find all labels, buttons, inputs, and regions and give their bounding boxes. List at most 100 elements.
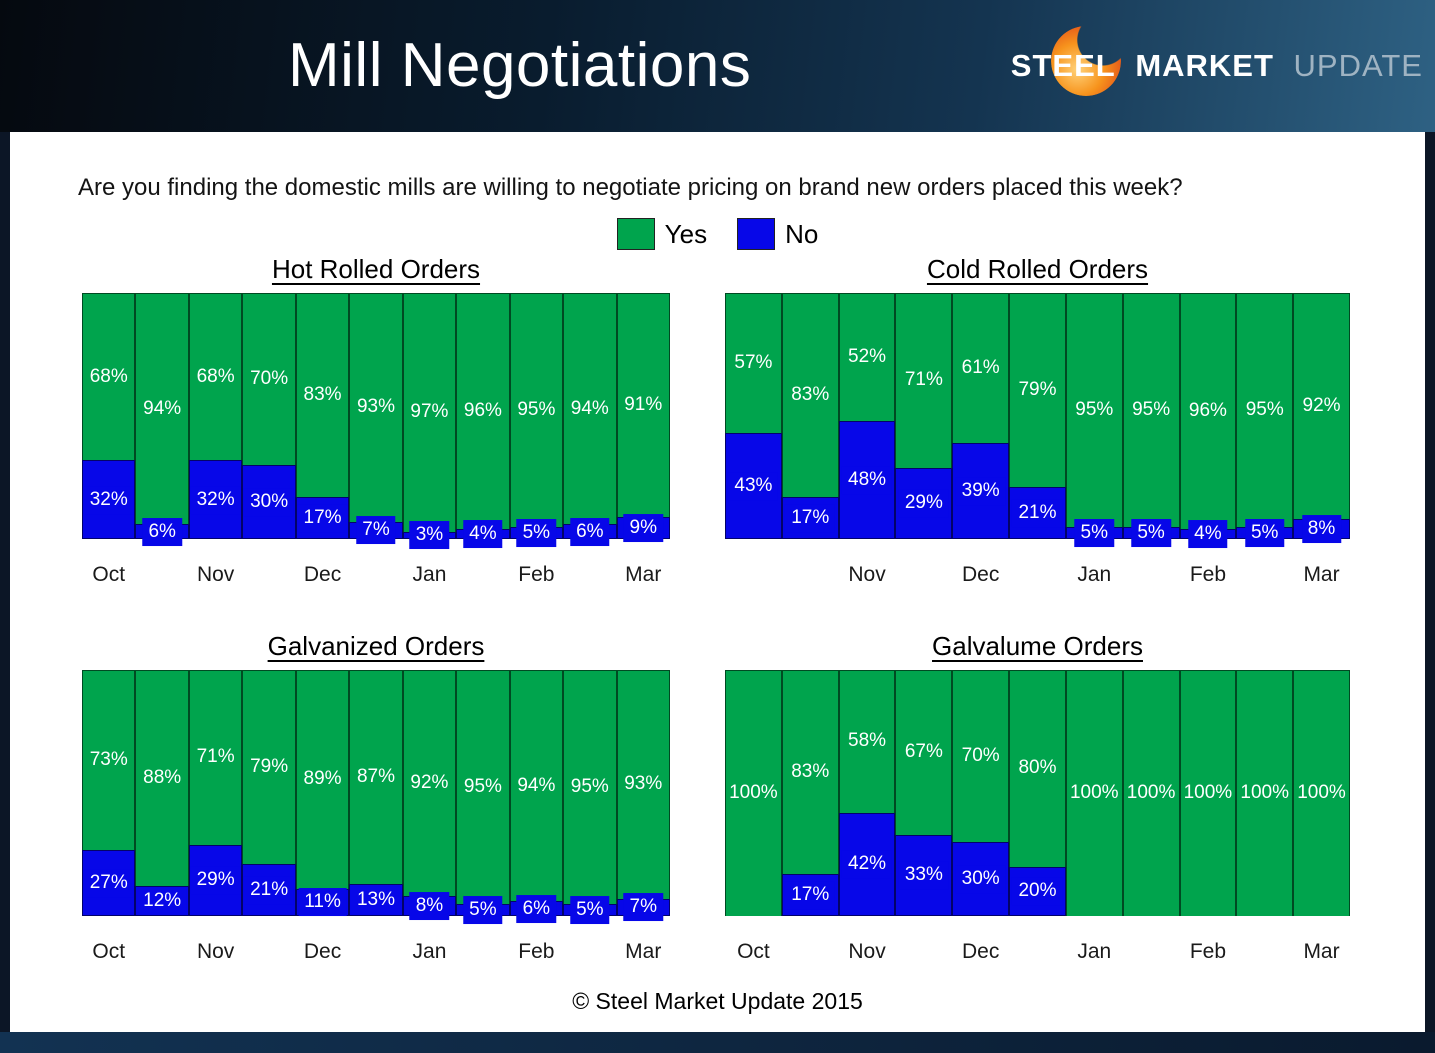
bar: 83% 17% xyxy=(781,293,839,539)
x-tick-label: Mar xyxy=(625,563,662,586)
x-tick-label xyxy=(1123,563,1180,589)
plot-area: 68% 32% 94% 6% 68% 32% 70% 30% 83% 17% 93% 7% 97% 3% 9… xyxy=(82,293,670,550)
x-tick-label xyxy=(563,563,616,589)
segment-yes xyxy=(616,670,670,899)
no-value-label: 5% xyxy=(570,895,610,924)
x-tick-label xyxy=(1123,940,1180,966)
yes-value-label: 100% xyxy=(1297,782,1346,804)
segment-yes xyxy=(402,670,457,897)
x-tick-label xyxy=(1009,940,1066,966)
bar: 93% 7% xyxy=(349,293,403,545)
no-value-label: 9% xyxy=(623,513,663,542)
x-axis-labels: Oct Nov Dec Jan Feb Mar xyxy=(82,940,670,966)
x-axis-labels: Oct Nov Dec Jan Feb Mar xyxy=(725,940,1350,966)
plot-area: 73% 27% 88% 12% 71% 29% 79% 21% 89% 11% 87% 13% 92% 8… xyxy=(82,670,670,924)
no-value-label: 21% xyxy=(1012,499,1063,528)
yes-value-label: 96% xyxy=(463,400,502,422)
yes-value-label: 97% xyxy=(410,401,449,423)
bar: 100% xyxy=(1179,670,1237,916)
bar: 91% 9% xyxy=(616,293,670,542)
no-value-label: 17% xyxy=(785,504,836,533)
no-value-label: 4% xyxy=(463,520,503,549)
no-value-label: 5% xyxy=(463,895,503,924)
yes-value-label: 68% xyxy=(89,365,128,387)
segment-yes xyxy=(1236,293,1294,527)
segment-yes xyxy=(563,293,617,525)
yes-value-label: 71% xyxy=(904,369,943,391)
bar: 100% xyxy=(1065,670,1123,916)
bar: 95% 5% xyxy=(509,293,564,547)
x-tick-label: Nov xyxy=(196,563,235,586)
yes-value-label: 88% xyxy=(143,767,182,789)
bar: 52% 48% xyxy=(838,293,896,539)
smu-logo: STEEL MARKET UPDATE xyxy=(1011,0,1423,132)
x-tick-label xyxy=(1236,940,1293,966)
plot-area: 57% 43% 83% 17% 52% 48% 71% 29% 61% 39% 79% 21% 95% 5… xyxy=(725,293,1350,549)
yes-value-label: 57% xyxy=(734,352,773,374)
bar: 73% 27% xyxy=(82,670,136,916)
x-axis-labels: Nov Dec Jan Feb Mar xyxy=(725,563,1350,589)
x-tick-label: Oct xyxy=(737,940,770,963)
yes-value-label: 87% xyxy=(356,766,395,788)
segment-yes xyxy=(952,293,1010,444)
no-value-label: 5% xyxy=(516,518,557,547)
x-tick-label: Jan xyxy=(412,940,447,963)
segment-yes xyxy=(781,670,839,875)
segment-yes xyxy=(456,670,510,904)
x-tick-label xyxy=(349,940,402,966)
bar: 95% 5% xyxy=(1236,293,1294,547)
bar: 95% 5% xyxy=(563,670,617,924)
yes-value-label: 73% xyxy=(89,748,128,770)
yes-value-label: 79% xyxy=(250,756,289,778)
copyright-text: © Steel Market Update 2015 xyxy=(572,988,863,1014)
no-value-label: 17% xyxy=(785,881,836,910)
no-value-label: 29% xyxy=(898,489,949,518)
x-tick-label: Feb xyxy=(518,940,555,963)
no-value-label: 5% xyxy=(1074,518,1115,547)
segment-yes xyxy=(781,293,839,498)
legend-yes-swatch xyxy=(616,218,655,250)
yes-value-label: 83% xyxy=(303,384,342,406)
x-tick-label: Feb xyxy=(1189,940,1226,963)
page-title: Mill Negotiations xyxy=(288,31,752,100)
yes-value-label: 68% xyxy=(196,365,235,387)
segment-yes xyxy=(1122,670,1180,916)
no-value-label: 32% xyxy=(190,485,241,514)
yes-value-label: 96% xyxy=(1188,400,1227,422)
no-value-label: 13% xyxy=(350,886,401,914)
x-tick-label: Feb xyxy=(1189,563,1226,586)
x-tick-label: Oct xyxy=(92,563,126,586)
plot-area: 100% 83% 17% 58% 42% 67% 33% 70% 30% 80% 20% 100% 10… xyxy=(725,670,1350,916)
segment-yes xyxy=(838,293,896,421)
segment-yes xyxy=(1293,293,1350,520)
x-tick-label: Nov xyxy=(196,940,235,963)
yes-value-label: 58% xyxy=(848,730,887,752)
segment-yes xyxy=(725,293,782,434)
bar: 88% 12% xyxy=(135,670,189,916)
x-tick-label xyxy=(456,940,509,966)
smu-logo-text: STEEL MARKET UPDATE xyxy=(1011,48,1423,84)
yes-value-label: 95% xyxy=(1075,398,1114,420)
no-value-label: 30% xyxy=(955,865,1006,894)
x-tick-label: Dec xyxy=(303,940,342,963)
x-tick-label: Mar xyxy=(1303,940,1340,963)
yes-value-label: 100% xyxy=(1069,782,1119,804)
chart-cold-rolled-orders: Cold Rolled Orders 57% 43% 83% 17% 52% 48% 71%… xyxy=(725,254,1350,589)
x-tick-label: Mar xyxy=(625,940,662,963)
x-tick-label xyxy=(725,563,782,589)
no-value-label: 30% xyxy=(244,488,295,517)
bar: 79% 21% xyxy=(1009,293,1066,539)
segment-yes xyxy=(295,293,350,498)
bar: 95% 5% xyxy=(1065,293,1123,547)
segment-yes xyxy=(295,670,350,889)
segment-yes xyxy=(1009,293,1066,488)
yes-value-label: 93% xyxy=(356,396,395,418)
segment-yes xyxy=(838,670,896,813)
segment-yes xyxy=(1122,293,1180,527)
bar: 58% 42% xyxy=(838,670,896,916)
x-tick-label xyxy=(895,940,952,966)
chart-title: Galvanized Orders xyxy=(267,631,485,661)
yes-value-label: 100% xyxy=(1183,782,1233,804)
yes-value-label: 95% xyxy=(1245,398,1284,420)
